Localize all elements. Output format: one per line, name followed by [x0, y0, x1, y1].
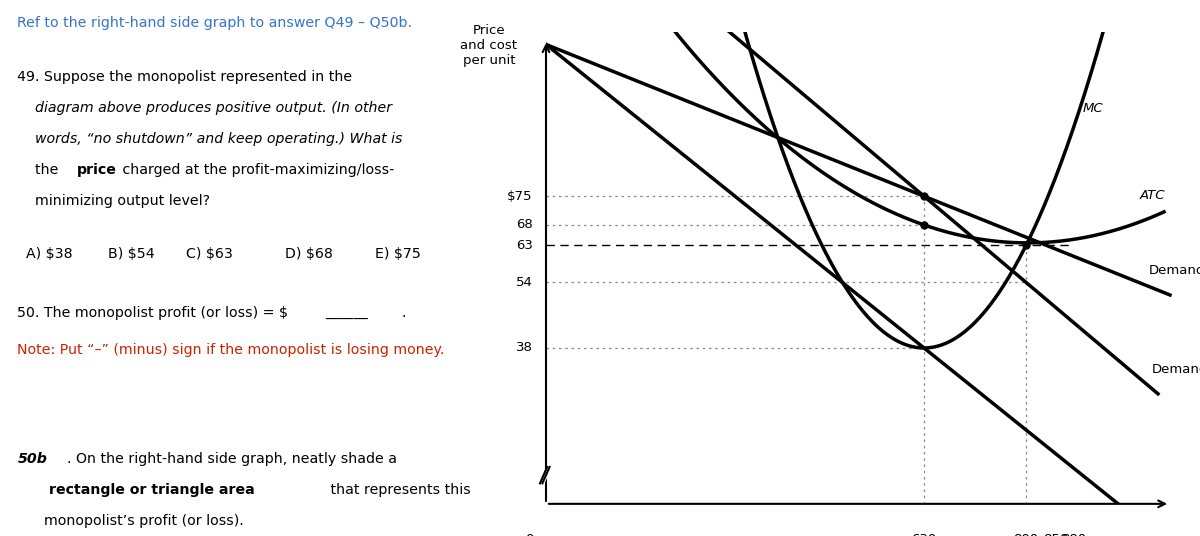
Text: 68: 68 — [516, 219, 533, 232]
Text: 54: 54 — [516, 276, 533, 289]
Text: D) $68: D) $68 — [286, 247, 332, 261]
Text: 880: 880 — [1062, 533, 1086, 536]
Text: . On the right-hand side graph, neatly shade a: . On the right-hand side graph, neatly s… — [67, 452, 397, 466]
Text: Note: Put “–” (minus) sign if the monopolist is losing money.: Note: Put “–” (minus) sign if the monopo… — [18, 343, 445, 358]
Text: Ref to the right-hand side graph to answer Q49 – Q50b.: Ref to the right-hand side graph to answ… — [18, 16, 413, 30]
Text: Demand: Demand — [1150, 264, 1200, 277]
Text: monopolist’s profit (or loss).: monopolist’s profit (or loss). — [18, 514, 245, 528]
Text: 850: 850 — [1043, 533, 1069, 536]
Text: 63: 63 — [516, 239, 533, 252]
Text: minimizing output level?: minimizing output level? — [18, 194, 210, 208]
Text: 50. The monopolist profit (or loss) = $: 50. The monopolist profit (or loss) = $ — [18, 306, 288, 320]
Text: Price
and cost
per unit: Price and cost per unit — [461, 24, 517, 67]
Text: E) $75: E) $75 — [376, 247, 421, 261]
Text: 50b: 50b — [18, 452, 47, 466]
Text: the: the — [18, 163, 64, 177]
Text: words, “no shutdown” and keep operating.) What is: words, “no shutdown” and keep operating.… — [18, 132, 403, 146]
Text: ATC: ATC — [1139, 189, 1165, 202]
Text: A) $38: A) $38 — [26, 247, 73, 261]
Text: 49. Suppose the monopolist represented in the: 49. Suppose the monopolist represented i… — [18, 70, 353, 84]
Text: ______: ______ — [325, 306, 367, 320]
Text: 800: 800 — [1014, 533, 1038, 536]
Text: price: price — [77, 163, 116, 177]
Text: 630: 630 — [911, 533, 937, 536]
Text: .: . — [402, 306, 406, 320]
Text: that represents this: that represents this — [326, 483, 470, 497]
Text: rectangle or triangle area: rectangle or triangle area — [49, 483, 256, 497]
Text: $75: $75 — [508, 190, 533, 203]
Text: charged at the profit-maximizing/loss-: charged at the profit-maximizing/loss- — [118, 163, 395, 177]
Text: MC: MC — [1084, 102, 1104, 115]
Text: 0: 0 — [526, 533, 534, 536]
Text: Demand: Demand — [1152, 363, 1200, 376]
Text: C) $63: C) $63 — [186, 247, 233, 261]
Text: 38: 38 — [516, 341, 533, 354]
Text: diagram above produces positive output. (​In ​other: diagram above produces positive output. … — [18, 101, 392, 115]
Text: B) $54: B) $54 — [108, 247, 155, 261]
